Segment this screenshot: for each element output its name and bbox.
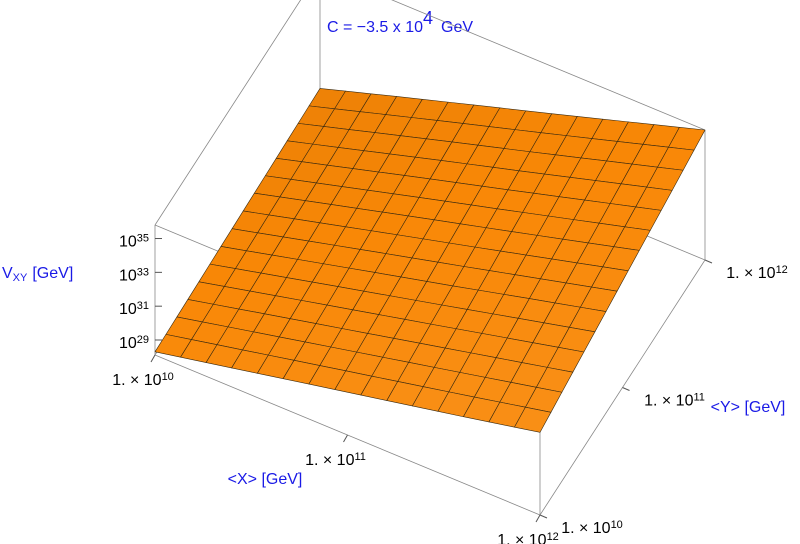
y-tick-label: 1. × 1010 [561,519,623,537]
x-tick-label: 1. × 1011 [305,451,366,469]
x-tick-label-part: 12 [547,531,559,543]
x-tick-label-part: 1. × 10 [497,532,546,544]
x-tick [535,514,541,523]
z-tick-label-part: 31 [137,300,149,312]
x-tick-label-part: 11 [354,451,365,463]
y-tick-label-part: 1. × 10 [561,520,610,537]
z-tick-label: 1029 [119,334,149,352]
y-tick-label: 1. × 1012 [726,264,788,282]
x-tick-label: 1. × 1012 [497,531,559,544]
z-tick-label-part: 10 [119,301,137,318]
y-axis-label: <Y> [GeV] [711,399,786,416]
box-edge [154,0,302,226]
y-tick-label-part: 10 [611,519,623,531]
x-tick-label-part: 10 [162,371,174,383]
chart-title-part: C = −3.5 x 10 [327,19,423,36]
z-tick-label-part: 35 [137,233,149,245]
x-tick-label-part: 1. × 10 [112,372,161,389]
chart-title-part: 4 [423,8,433,28]
y-tick [539,514,548,519]
z-tick-label-part: 33 [137,266,149,278]
x-tick-label-part: 1. × 10 [305,452,354,469]
y-tick-label-part: 11 [693,392,704,404]
surface [154,88,706,433]
y-tick-label: 1. × 1011 [644,392,705,410]
x-axis-label: <X> [GeV] [228,471,303,488]
z-axis-label-part: [GeV] [32,265,73,282]
y-tick-label-part: 1. × 10 [726,265,775,282]
z-tick-label: 1031 [119,300,149,318]
chart-title-part: GeV [441,19,473,36]
z-tick-label-part: 10 [119,234,137,251]
y-tick [622,387,630,391]
z-tick-label-part: 29 [137,334,149,346]
y-tick [704,259,713,264]
z-tick-label-part: 10 [119,335,137,352]
z-axis-label-part: XY [13,272,28,284]
x-tick-label: 1. × 1010 [112,371,174,389]
z-axis-label: VXY [GeV] [2,265,73,284]
chart-title: C = −3.5 x 104 GeV [327,8,473,36]
surface-patch [514,406,552,433]
box-edge [391,0,706,131]
z-tick-label: 1035 [119,233,149,251]
y-tick-label-part: 12 [776,264,788,276]
z-tick-label: 1033 [119,266,149,284]
x-tick [150,354,156,363]
y-tick-label-part: 1. × 10 [644,393,693,410]
z-axis-label-part: V [2,265,13,282]
x-tick [343,434,348,443]
z-tick-label-part: 10 [119,267,137,284]
